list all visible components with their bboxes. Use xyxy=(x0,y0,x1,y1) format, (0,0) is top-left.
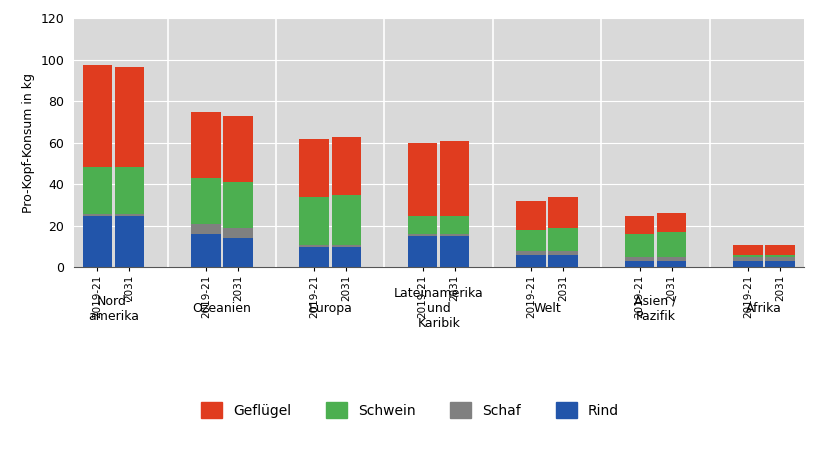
Bar xyxy=(764,261,794,267)
Bar xyxy=(331,137,360,195)
Bar xyxy=(732,257,762,261)
Text: Ozeanien: Ozeanien xyxy=(192,302,251,315)
Bar xyxy=(548,197,577,228)
Bar xyxy=(115,214,144,216)
Bar xyxy=(223,228,252,238)
Bar xyxy=(115,216,144,267)
Text: Europa: Europa xyxy=(308,302,352,315)
Bar xyxy=(223,238,252,267)
Bar xyxy=(331,247,360,267)
Y-axis label: Pro-Kopf-Konsum in kg: Pro-Kopf-Konsum in kg xyxy=(21,73,34,213)
Bar xyxy=(83,65,112,167)
Text: Nord-
amerika: Nord- amerika xyxy=(88,295,138,323)
Bar xyxy=(656,232,686,257)
Bar xyxy=(548,228,577,251)
Bar xyxy=(440,236,469,267)
Bar xyxy=(732,255,762,257)
Bar xyxy=(331,195,360,245)
Bar xyxy=(299,139,328,197)
Bar xyxy=(331,245,360,247)
Bar xyxy=(83,216,112,267)
Bar xyxy=(440,216,469,234)
Bar xyxy=(223,116,252,183)
Bar xyxy=(407,143,437,216)
Bar xyxy=(407,236,437,267)
Bar xyxy=(83,167,112,214)
Bar xyxy=(624,234,654,257)
Bar xyxy=(115,167,144,214)
Bar xyxy=(656,261,686,267)
Text: Afrika: Afrika xyxy=(745,302,781,315)
Bar xyxy=(407,216,437,234)
Bar xyxy=(624,257,654,261)
Text: Asien /
Pazifik: Asien / Pazifik xyxy=(634,295,676,323)
Bar xyxy=(764,257,794,261)
Bar xyxy=(407,234,437,236)
Bar xyxy=(191,178,220,224)
Bar xyxy=(299,197,328,245)
Bar xyxy=(732,261,762,267)
Bar xyxy=(83,214,112,216)
Bar xyxy=(299,247,328,267)
Legend: Geflügel, Schwein, Schaf, Rind: Geflügel, Schwein, Schaf, Rind xyxy=(201,402,618,418)
Bar xyxy=(191,234,220,267)
Bar xyxy=(656,213,686,232)
Bar xyxy=(516,230,545,251)
Bar xyxy=(624,261,654,267)
Text: Welt: Welt xyxy=(532,302,560,315)
Bar xyxy=(440,141,469,216)
Bar xyxy=(732,245,762,255)
Bar xyxy=(115,67,144,167)
Bar xyxy=(299,245,328,247)
Bar xyxy=(548,255,577,267)
Bar xyxy=(191,224,220,234)
Bar xyxy=(548,251,577,255)
Bar xyxy=(516,255,545,267)
Bar xyxy=(656,257,686,261)
Bar xyxy=(516,251,545,255)
Text: Lateinamerika
und
Karibik: Lateinamerika und Karibik xyxy=(393,287,483,331)
Bar xyxy=(191,112,220,178)
Bar xyxy=(764,245,794,255)
Bar xyxy=(223,183,252,228)
Bar xyxy=(440,234,469,236)
Bar xyxy=(764,255,794,257)
Bar xyxy=(516,201,545,230)
Bar xyxy=(624,216,654,234)
